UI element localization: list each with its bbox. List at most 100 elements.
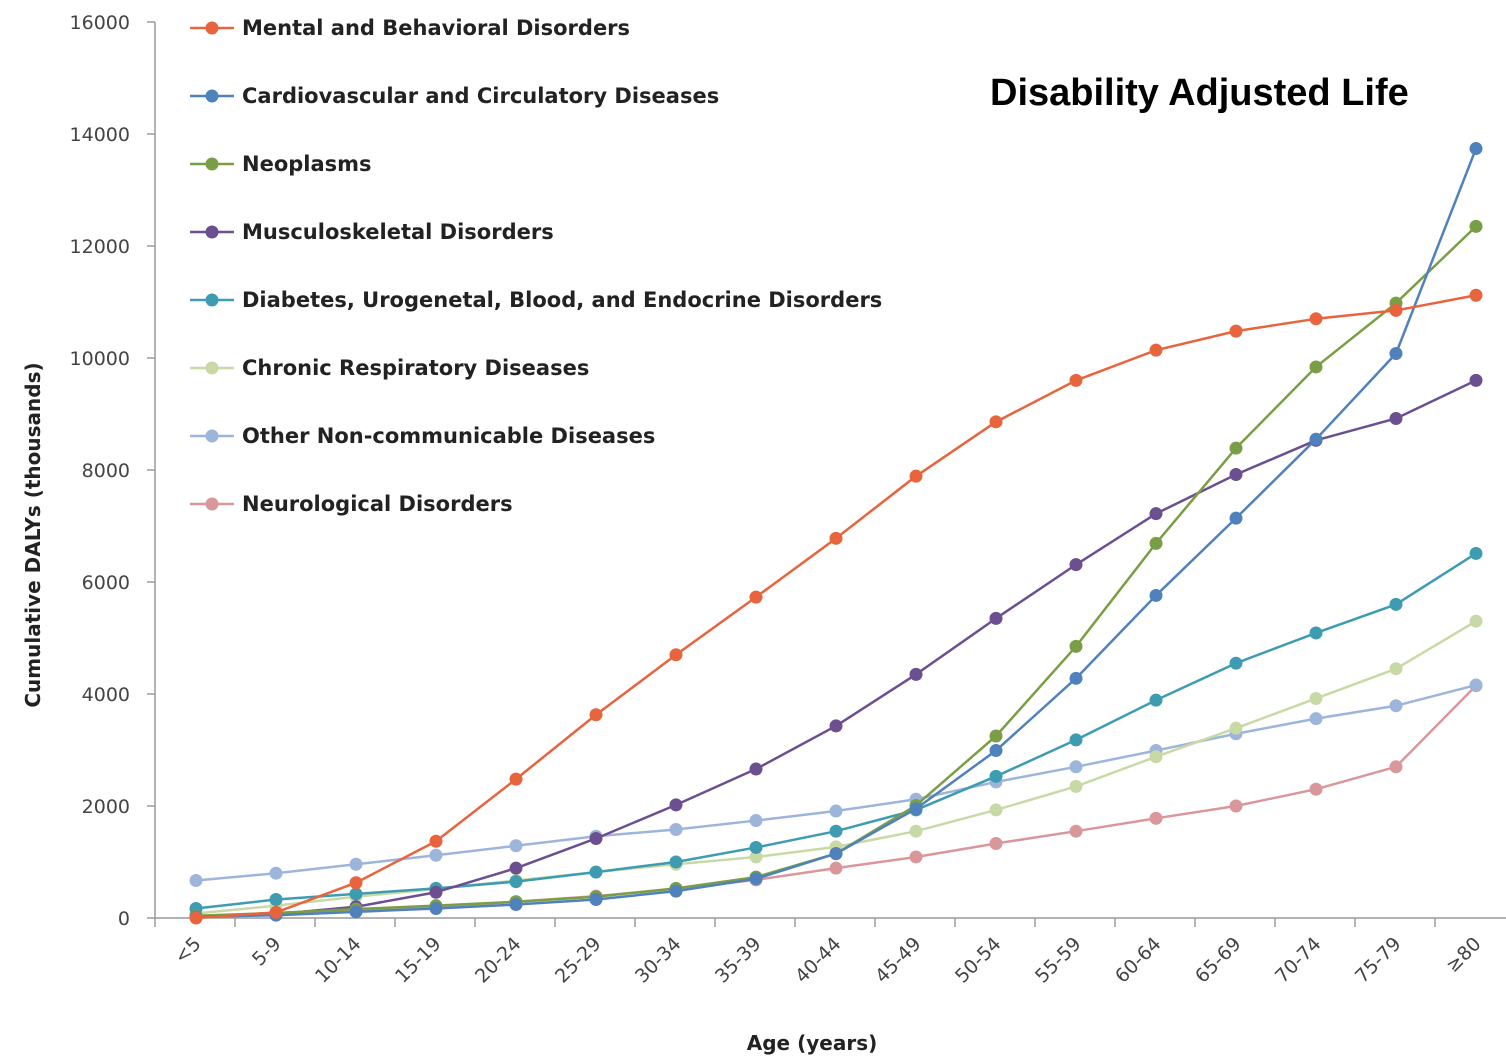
series-3 bbox=[189, 373, 1483, 924]
legend-label: Neurological Disorders bbox=[242, 492, 513, 516]
x-tick-label: 75-79 bbox=[1351, 933, 1406, 988]
data-point bbox=[1069, 760, 1083, 774]
data-point bbox=[509, 772, 523, 786]
data-point bbox=[1229, 324, 1243, 338]
legend-label: Chronic Respiratory Diseases bbox=[242, 356, 589, 380]
x-tick-label: <5 bbox=[170, 933, 205, 968]
data-point bbox=[829, 861, 843, 875]
x-tick-label: 20-24 bbox=[471, 933, 526, 988]
data-point bbox=[829, 824, 843, 838]
data-point bbox=[269, 866, 283, 880]
data-point bbox=[589, 865, 603, 879]
data-point bbox=[1149, 811, 1163, 825]
data-point bbox=[989, 744, 1003, 758]
data-point bbox=[749, 590, 763, 604]
data-point bbox=[1309, 432, 1323, 446]
y-tick-label: 4000 bbox=[82, 684, 130, 706]
legend-swatch-marker bbox=[205, 21, 219, 35]
data-point bbox=[269, 893, 283, 907]
data-point bbox=[829, 847, 843, 861]
series-line bbox=[195, 294, 1477, 920]
data-point bbox=[429, 901, 443, 915]
data-point bbox=[669, 884, 683, 898]
data-point bbox=[1389, 347, 1403, 361]
legend-label: Cardiovascular and Circulatory Diseases bbox=[242, 84, 719, 108]
y-tick-label: 6000 bbox=[82, 572, 130, 594]
data-point bbox=[1149, 343, 1163, 357]
data-point bbox=[669, 648, 683, 662]
data-point bbox=[269, 905, 283, 919]
data-point bbox=[1069, 824, 1083, 838]
x-tick-label: 45-49 bbox=[871, 933, 926, 988]
data-point bbox=[909, 469, 923, 483]
series-lines bbox=[189, 142, 1483, 925]
y-tick-label: 12000 bbox=[70, 236, 130, 258]
data-point bbox=[189, 911, 203, 925]
data-point bbox=[349, 887, 363, 901]
data-point bbox=[589, 831, 603, 845]
data-point bbox=[1069, 373, 1083, 387]
legend-swatch-marker bbox=[205, 429, 219, 443]
y-axis-title: Cumulative DALYs (thousands) bbox=[21, 362, 45, 707]
data-point bbox=[829, 804, 843, 818]
x-tick-label: 15-19 bbox=[391, 933, 446, 988]
x-tick-label: ≥80 bbox=[1442, 933, 1486, 977]
data-point bbox=[989, 729, 1003, 743]
x-tick-label: 65-69 bbox=[1191, 933, 1246, 988]
data-point bbox=[909, 824, 923, 838]
legend-swatch-marker bbox=[205, 225, 219, 239]
data-point bbox=[989, 769, 1003, 783]
data-point bbox=[349, 876, 363, 890]
data-point bbox=[1469, 142, 1483, 156]
legend-item: Cardiovascular and Circulatory Diseases bbox=[190, 84, 719, 108]
data-point bbox=[1069, 639, 1083, 653]
data-point bbox=[1069, 733, 1083, 747]
data-point bbox=[909, 667, 923, 681]
data-point bbox=[1469, 546, 1483, 560]
data-point bbox=[189, 873, 203, 887]
legend-item: Neurological Disorders bbox=[190, 492, 513, 516]
legend-item: Other Non-communicable Diseases bbox=[190, 424, 655, 448]
legend-label: Other Non-communicable Diseases bbox=[242, 424, 655, 448]
x-tick-label: 35-39 bbox=[711, 933, 766, 988]
y-tick-label: 10000 bbox=[70, 348, 130, 370]
data-point bbox=[1309, 626, 1323, 640]
legend-item: Neoplasms bbox=[190, 152, 372, 176]
data-point bbox=[1229, 799, 1243, 813]
legend-label: Musculoskeletal Disorders bbox=[242, 220, 554, 244]
y-tick-label: 8000 bbox=[82, 460, 130, 482]
data-point bbox=[1229, 441, 1243, 455]
y-tick-label: 16000 bbox=[70, 12, 130, 34]
data-point bbox=[989, 837, 1003, 851]
data-point bbox=[1309, 691, 1323, 705]
data-point bbox=[509, 861, 523, 875]
legend-swatch-marker bbox=[205, 293, 219, 307]
data-point bbox=[749, 814, 763, 828]
data-point bbox=[1389, 760, 1403, 774]
data-point bbox=[1229, 656, 1243, 670]
data-point bbox=[669, 798, 683, 812]
legend-swatch-marker bbox=[205, 361, 219, 375]
legend: Mental and Behavioral Disorders Cardiovas… bbox=[190, 16, 882, 516]
data-point bbox=[1389, 699, 1403, 713]
legend-item: Diabetes, Urogenetal, Blood, and Endocri… bbox=[190, 288, 882, 312]
x-tick-label: 60-64 bbox=[1111, 933, 1166, 988]
x-tick-label: 10-14 bbox=[311, 933, 366, 988]
legend-label: Diabetes, Urogenetal, Blood, and Endocri… bbox=[242, 288, 882, 312]
data-point bbox=[1149, 750, 1163, 764]
data-point bbox=[989, 803, 1003, 817]
data-point bbox=[749, 762, 763, 776]
data-point bbox=[349, 857, 363, 871]
data-point bbox=[509, 898, 523, 912]
legend-item: Musculoskeletal Disorders bbox=[190, 220, 554, 244]
data-point bbox=[1309, 782, 1323, 796]
data-point bbox=[829, 719, 843, 733]
legend-swatch-marker bbox=[205, 157, 219, 171]
legend-swatch-marker bbox=[205, 497, 219, 511]
x-tick-label: 30-34 bbox=[631, 933, 686, 988]
data-point bbox=[1469, 678, 1483, 692]
data-point bbox=[1309, 312, 1323, 326]
chart-title: Disability Adjusted Life bbox=[990, 72, 1409, 114]
data-point bbox=[509, 875, 523, 889]
